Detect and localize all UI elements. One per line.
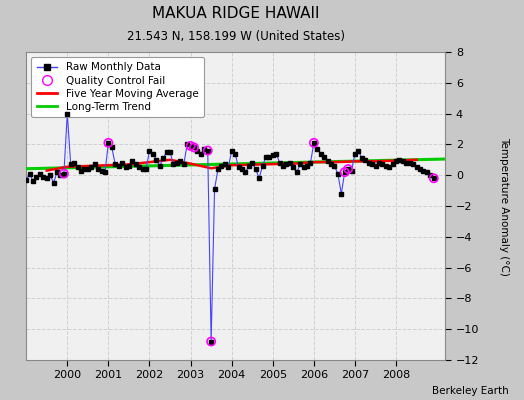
Y-axis label: Temperature Anomaly (°C): Temperature Anomaly (°C) bbox=[499, 136, 509, 276]
Point bbox=[344, 166, 352, 172]
Text: Berkeley Earth: Berkeley Earth bbox=[432, 386, 508, 396]
Point bbox=[207, 338, 215, 345]
Point bbox=[104, 140, 113, 146]
Point bbox=[60, 170, 68, 177]
Text: MAKUA RIDGE HAWAII: MAKUA RIDGE HAWAII bbox=[152, 6, 320, 21]
Point bbox=[341, 169, 349, 175]
Point bbox=[187, 143, 195, 149]
Point bbox=[190, 144, 198, 151]
Point bbox=[203, 147, 212, 154]
Legend: Raw Monthly Data, Quality Control Fail, Five Year Moving Average, Long-Term Tren: Raw Monthly Data, Quality Control Fail, … bbox=[31, 57, 204, 117]
Text: 21.543 N, 158.199 W (United States): 21.543 N, 158.199 W (United States) bbox=[127, 30, 345, 43]
Point bbox=[430, 175, 438, 182]
Point bbox=[310, 140, 318, 146]
